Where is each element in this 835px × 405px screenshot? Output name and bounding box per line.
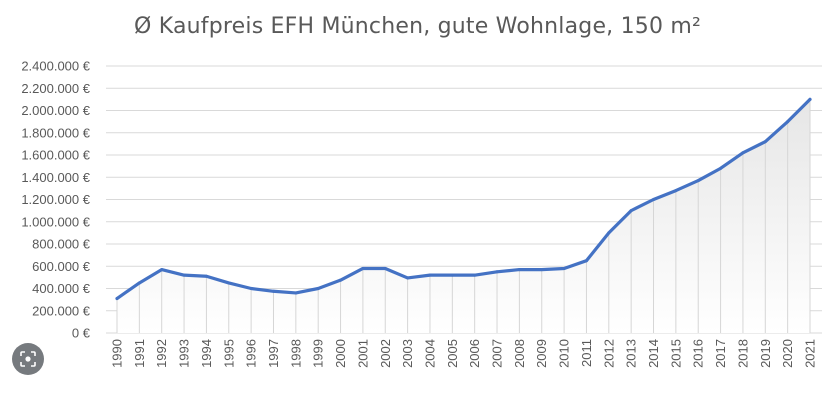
x-tick-label: 2013 (624, 339, 639, 368)
y-tick-label: 2.000.000 € (21, 103, 90, 118)
x-tick-label: 2009 (534, 339, 549, 368)
data-point (607, 231, 611, 235)
category-lines (116, 99, 811, 333)
x-tick-label: 2008 (512, 339, 527, 368)
x-tick-label: 2021 (803, 339, 818, 368)
data-point (786, 120, 790, 124)
data-point (517, 268, 521, 272)
x-tick-label: 1995 (221, 339, 236, 368)
data-point (495, 270, 499, 274)
area-fill (117, 99, 810, 333)
series-line-path (115, 97, 812, 301)
data-point (316, 287, 320, 290)
x-tick-label: 2003 (400, 339, 415, 368)
x-tick-label: 2012 (601, 339, 616, 368)
data-point (652, 198, 656, 201)
x-tick-label: 1996 (244, 339, 259, 368)
chart-title: Ø Kaufpreis EFH München, gute Wohnlage, … (134, 14, 701, 39)
image-search-button[interactable] (12, 343, 44, 375)
x-tick-label: 2011 (579, 339, 594, 367)
x-tick-label: 2014 (646, 339, 661, 368)
y-tick-label: 0 € (72, 326, 91, 341)
y-tick-label: 1.400.000 € (21, 170, 90, 185)
data-point (562, 266, 566, 270)
data-point (204, 274, 208, 278)
y-axis-ticks: 0 € 200.000 € 400.000 € 600.000 € 800.000 € 1… (21, 59, 90, 341)
data-point (294, 291, 298, 295)
x-tick-label: 2000 (333, 339, 348, 368)
data-point (182, 273, 186, 277)
data-point (540, 268, 544, 272)
y-tick-label: 400.000 € (32, 281, 91, 296)
y-tick-label: 200.000 € (32, 303, 91, 318)
x-axis-ticks: 1990 1991 1992 1993 1994 1995 1996 1997 1998 1999… (110, 339, 818, 368)
data-point (406, 276, 410, 280)
data-point (450, 273, 454, 277)
x-tick-label: 2015 (668, 339, 683, 368)
data-point (719, 166, 723, 170)
x-tick-label: 1999 (311, 339, 326, 368)
data-point (674, 189, 678, 193)
x-tick-label: 1997 (266, 339, 281, 368)
x-tick-label: 2004 (422, 339, 437, 368)
x-tick-label: 1993 (177, 339, 192, 368)
data-point (696, 179, 700, 183)
series-line (115, 97, 812, 301)
area-shape (117, 99, 810, 333)
data-point (428, 273, 432, 277)
x-tick-label: 2018 (735, 339, 750, 368)
y-tick-label: 1.000.000 € (21, 214, 90, 229)
x-tick-label: 1998 (288, 339, 303, 368)
x-tick-label: 2007 (490, 339, 505, 368)
data-points (115, 97, 812, 301)
x-tick-label: 2020 (780, 339, 795, 368)
y-tick-label: 600.000 € (32, 259, 91, 274)
x-tick-label: 2005 (445, 339, 460, 368)
data-point (763, 140, 767, 144)
x-tick-label: 2001 (355, 339, 370, 368)
data-point (584, 259, 588, 263)
data-point (271, 289, 275, 293)
data-point (473, 273, 477, 277)
y-tick-label: 2.400.000 € (21, 59, 90, 74)
data-point (361, 266, 365, 270)
data-point (115, 297, 119, 301)
x-tick-label: 2010 (557, 339, 572, 368)
data-point (137, 281, 141, 285)
data-point (227, 281, 231, 285)
data-point (249, 287, 253, 290)
data-point (741, 151, 745, 155)
x-tick-label: 2019 (758, 339, 773, 368)
data-point (339, 278, 343, 282)
y-tick-label: 1.800.000 € (21, 125, 90, 140)
x-tick-label: 1994 (199, 339, 214, 368)
x-tick-label: 2017 (713, 339, 728, 368)
image-search-icon (20, 351, 36, 367)
x-tick-label: 2016 (691, 339, 706, 368)
x-tick-label: 1992 (154, 339, 169, 368)
data-point (160, 268, 164, 272)
data-point (383, 266, 387, 270)
data-point (808, 97, 812, 101)
y-tick-label: 1.200.000 € (21, 192, 90, 207)
x-tick-label: 2002 (378, 339, 393, 368)
x-tick-label: 1991 (132, 339, 147, 368)
data-point (629, 209, 633, 213)
y-tick-label: 1.600.000 € (21, 148, 90, 163)
x-tick-label: 2006 (467, 339, 482, 368)
x-tick-label: 1990 (110, 339, 125, 368)
y-tick-label: 2.200.000 € (21, 81, 90, 96)
y-tick-label: 800.000 € (32, 237, 91, 252)
